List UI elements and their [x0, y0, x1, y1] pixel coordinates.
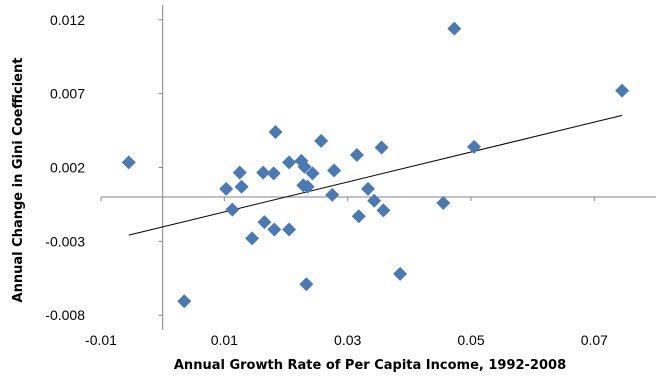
- y-tick-label: 0.012: [50, 12, 85, 28]
- y-tick-label: -0.003: [45, 233, 85, 249]
- tick-labels: -0.01 0.01 0.03 0.05 0.07 0.012 0.007 0.002 -0.0…: [45, 12, 608, 348]
- data-point-25: [361, 181, 376, 196]
- data-point-31: [447, 21, 462, 36]
- data-point-4: [232, 165, 247, 180]
- trendline: [128, 114, 623, 236]
- data-point-6: [245, 231, 260, 246]
- data-point-15: [297, 159, 312, 174]
- data-point-29: [393, 266, 408, 281]
- x-axis-title: Annual Growth Rate of Per Capita Income,…: [174, 358, 566, 373]
- x-tick-label: 0.01: [211, 332, 238, 348]
- y-tick-label: 0.002: [50, 160, 85, 176]
- data-point-21: [325, 187, 340, 202]
- data-point-30: [436, 195, 451, 210]
- x-tick-label: -0.01: [85, 332, 117, 348]
- data-point-22: [327, 163, 342, 178]
- y-tick-label: -0.008: [45, 307, 85, 323]
- data-point-8: [257, 215, 272, 230]
- data-point-17: [300, 179, 315, 194]
- data-point-19: [299, 277, 314, 292]
- data-point-20: [314, 133, 329, 148]
- data-point-9: [266, 166, 281, 181]
- data-point-27: [374, 140, 389, 155]
- data-point-2: [219, 181, 234, 196]
- data-point-1: [177, 294, 192, 309]
- data-point-11: [267, 222, 282, 237]
- data-point-26: [367, 193, 382, 208]
- data-point-33: [615, 83, 630, 98]
- data-point-23: [349, 147, 364, 162]
- trendline-layer: [128, 114, 623, 236]
- data-point-13: [282, 222, 297, 237]
- data-point-12: [282, 155, 297, 170]
- data-point-5: [234, 179, 249, 194]
- y-axis-title: Annual Change in Gini Coefficient: [11, 58, 26, 303]
- data-point-24: [351, 209, 366, 224]
- data-point-10: [268, 125, 283, 140]
- data-point-18: [305, 166, 320, 181]
- x-tick-label: 0.03: [334, 332, 361, 348]
- data-point-7: [256, 165, 271, 180]
- axes: [100, 5, 656, 330]
- x-tick-label: 0.07: [581, 332, 608, 348]
- data-point-32: [467, 139, 482, 154]
- data-point-28: [376, 203, 391, 218]
- data-point-0: [121, 155, 136, 170]
- x-tick-label: 0.05: [457, 332, 484, 348]
- points-layer: [121, 21, 630, 309]
- data-point-3: [225, 202, 240, 217]
- y-tick-label: 0.007: [50, 86, 85, 102]
